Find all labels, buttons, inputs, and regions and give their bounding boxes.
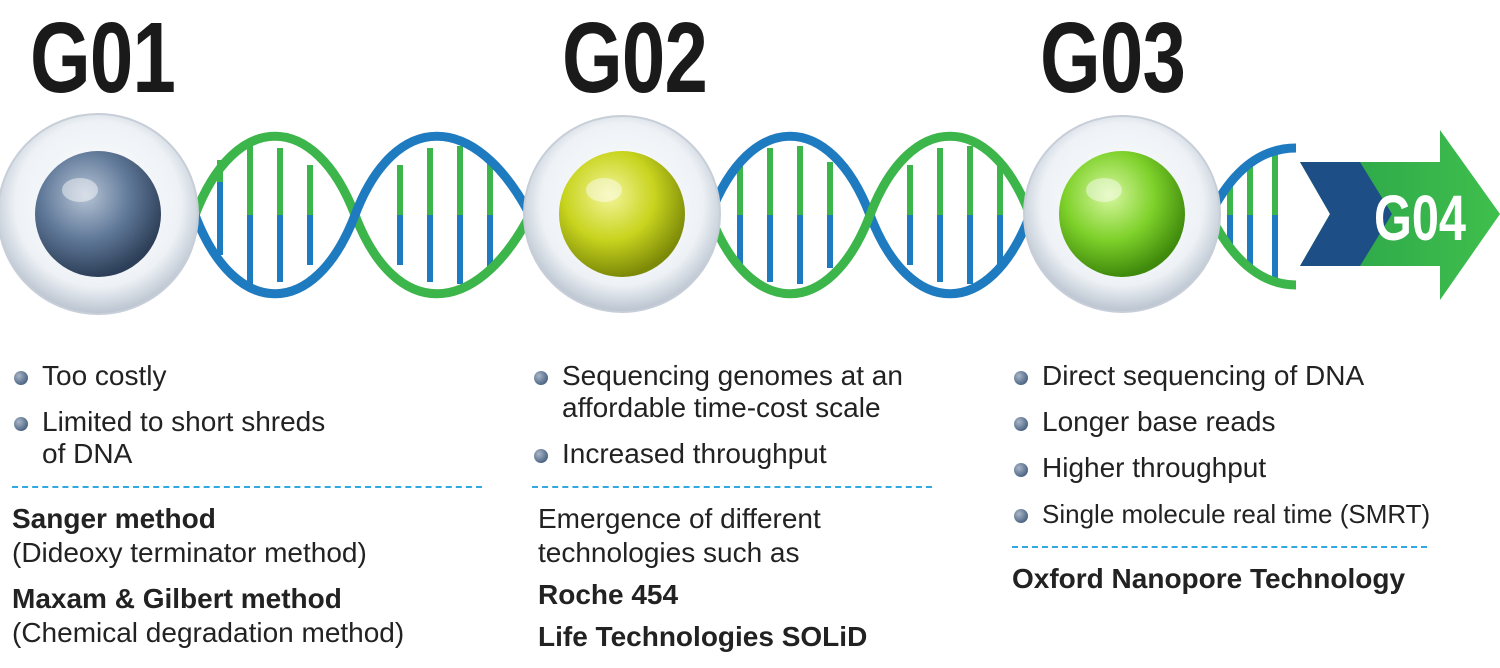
generation-1-sphere bbox=[0, 113, 199, 315]
generation-2-bullets: Sequencing genomes at an affordable time… bbox=[532, 360, 932, 470]
generation-3-details: Direct sequencing of DNA Longer base rea… bbox=[1012, 360, 1497, 596]
separator bbox=[12, 486, 482, 488]
separator bbox=[1012, 546, 1427, 548]
bullet-dot-icon bbox=[1014, 417, 1028, 431]
generation-1-details: Too costly Limited to short shreds of DN… bbox=[12, 360, 482, 662]
list-item: Single molecule real time (SMRT) bbox=[1012, 498, 1497, 530]
bullet-dot-icon bbox=[14, 417, 28, 431]
bullet-dot-icon bbox=[534, 449, 548, 463]
list-item: Too costly bbox=[12, 360, 482, 392]
list-item: Longer base reads bbox=[1012, 406, 1497, 438]
bullet-dot-icon bbox=[1014, 509, 1028, 523]
dna-helix-3 bbox=[1205, 143, 1297, 290]
generation-2-title: G02 bbox=[562, 2, 708, 114]
method-maxam-gilbert: Maxam & Gilbert method (Chemical degradat… bbox=[12, 583, 405, 648]
bullet-dot-icon bbox=[1014, 463, 1028, 477]
bullet-dot-icon bbox=[534, 371, 548, 385]
dna-helix-1 bbox=[190, 131, 534, 299]
list-item: Increased throughput bbox=[532, 438, 932, 470]
next-generation-arrow: G04 bbox=[1300, 130, 1500, 300]
generation-2-details: Sequencing genomes at an affordable time… bbox=[532, 360, 932, 654]
generation-3-sphere bbox=[1023, 115, 1221, 313]
generation-1-title: G01 bbox=[30, 2, 176, 114]
technologies-intro: Emergence of different technologies such… bbox=[538, 503, 821, 568]
next-generation-label: G04 bbox=[1374, 182, 1466, 254]
list-item: Limited to short shreds of DNA bbox=[12, 406, 342, 470]
dna-timeline-graphic: G04 bbox=[0, 113, 1500, 315]
generation-3-title: G03 bbox=[1040, 2, 1186, 114]
list-item: Higher throughput bbox=[1012, 452, 1497, 484]
method-sanger: Sanger method (Dideoxy terminator method) bbox=[12, 503, 367, 568]
bullet-dot-icon bbox=[14, 371, 28, 385]
technology-roche-454: Roche 454 bbox=[538, 579, 679, 610]
generation-1-bullets: Too costly Limited to short shreds of DN… bbox=[12, 360, 482, 470]
list-item: Direct sequencing of DNA bbox=[1012, 360, 1497, 392]
technology-solid: Life Technologies SOLiD bbox=[538, 621, 868, 652]
separator bbox=[532, 486, 932, 488]
generation-2-sphere bbox=[523, 115, 721, 313]
dna-helix-2 bbox=[705, 131, 1035, 299]
generation-3-bullets: Direct sequencing of DNA Longer base rea… bbox=[1012, 360, 1497, 530]
technology-oxford-nanopore: Oxford Nanopore Technology bbox=[1012, 563, 1406, 594]
list-item: Sequencing genomes at an affordable time… bbox=[532, 360, 932, 424]
bullet-dot-icon bbox=[1014, 371, 1028, 385]
